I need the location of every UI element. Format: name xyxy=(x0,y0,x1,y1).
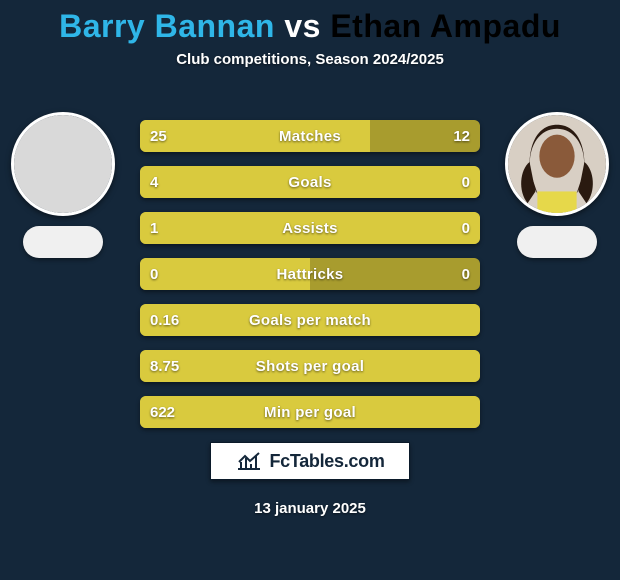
player1-name: Barry Bannan xyxy=(59,8,275,44)
player2-avatar xyxy=(505,112,609,216)
stat-value-right: 12 xyxy=(453,120,470,152)
stat-value-right: 0 xyxy=(462,258,470,290)
stat-row: 622Min per goal xyxy=(140,396,480,428)
player2-club-badge xyxy=(517,226,597,258)
stat-label: Matches xyxy=(140,120,480,152)
avatar-placeholder xyxy=(14,115,112,213)
stat-label: Hattricks xyxy=(140,258,480,290)
comparison-title: Barry Bannan vs Ethan Ampadu xyxy=(0,0,620,45)
subtitle: Club competitions, Season 2024/2025 xyxy=(0,51,620,68)
player2-column xyxy=(502,112,612,258)
stat-label: Goals xyxy=(140,166,480,198)
stat-row: 4Goals0 xyxy=(140,166,480,198)
stat-row: 1Assists0 xyxy=(140,212,480,244)
stat-label: Shots per goal xyxy=(140,350,480,382)
player1-column xyxy=(8,112,118,258)
stat-label: Min per goal xyxy=(140,396,480,428)
player2-avatar-image xyxy=(508,115,606,213)
player1-avatar xyxy=(11,112,115,216)
chart-icon xyxy=(235,450,263,472)
stats-bars: 25Matches124Goals01Assists00Hattricks00.… xyxy=(140,120,480,428)
vs-word: vs xyxy=(284,8,321,44)
player2-name: Ethan Ampadu xyxy=(330,8,561,44)
stat-row: 8.75Shots per goal xyxy=(140,350,480,382)
stat-row: 0Hattricks0 xyxy=(140,258,480,290)
stat-row: 25Matches12 xyxy=(140,120,480,152)
date: 13 january 2025 xyxy=(0,500,620,517)
stat-value-right: 0 xyxy=(462,212,470,244)
site-name: FcTables.com xyxy=(269,451,384,472)
site-badge[interactable]: FcTables.com xyxy=(210,442,410,480)
stat-label: Goals per match xyxy=(140,304,480,336)
stat-label: Assists xyxy=(140,212,480,244)
player1-club-badge xyxy=(23,226,103,258)
stat-row: 0.16Goals per match xyxy=(140,304,480,336)
stat-value-right: 0 xyxy=(462,166,470,198)
